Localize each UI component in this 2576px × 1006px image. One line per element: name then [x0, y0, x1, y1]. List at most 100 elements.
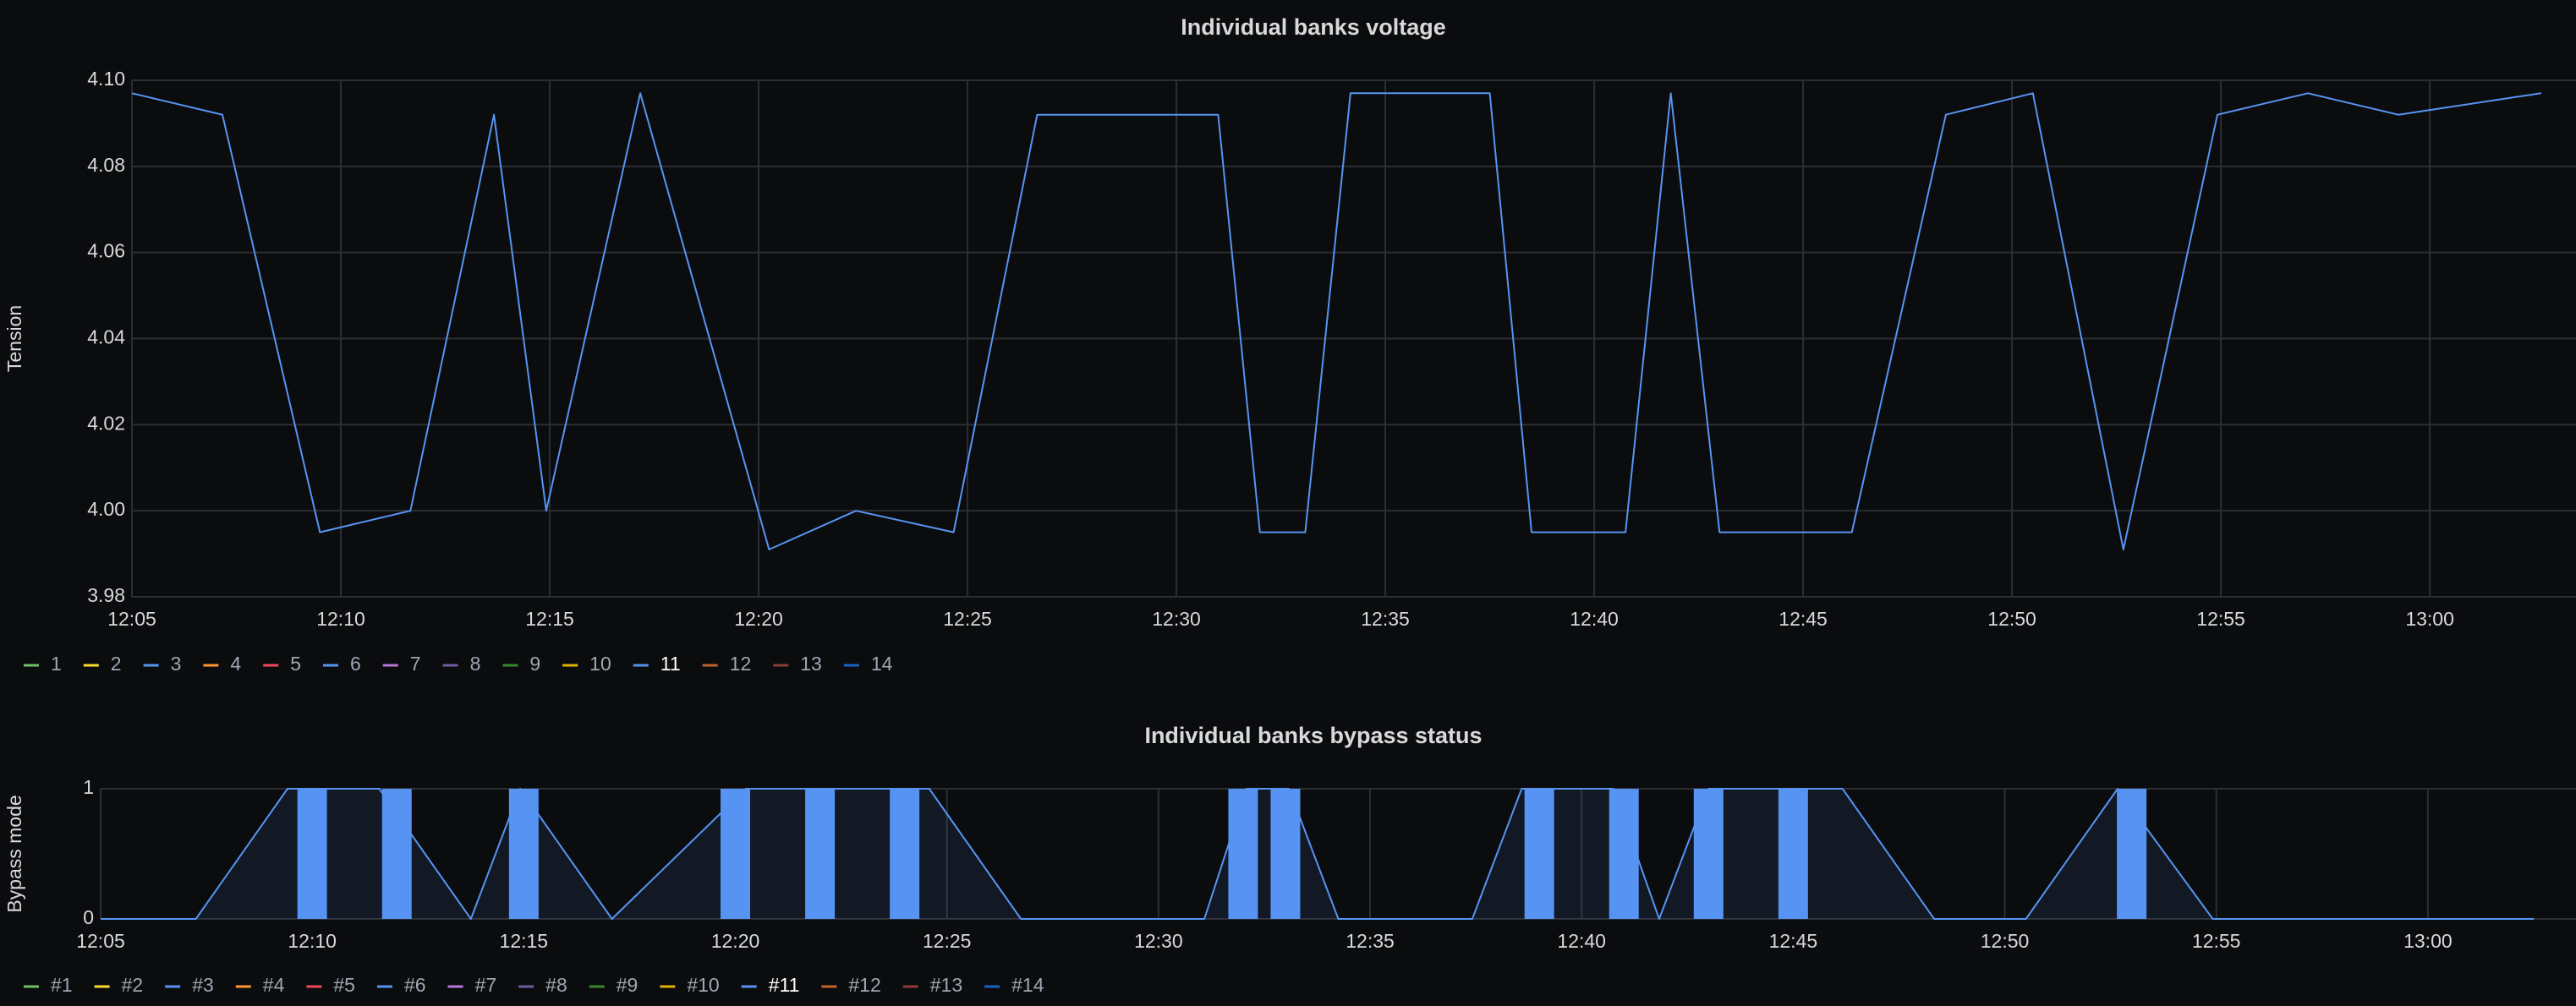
legend-item-4[interactable]: 4	[203, 653, 241, 675]
bypass-panel: Individual banks bypass status Bypass mod…	[3, 723, 2576, 996]
legend-item-1[interactable]: #1	[24, 974, 73, 996]
bypass-bar	[890, 789, 920, 919]
y-tick-label: 4.06	[87, 240, 125, 262]
y-tick-label: 4.00	[87, 498, 125, 520]
bypass-bar	[297, 789, 327, 919]
legend-item-6[interactable]: #6	[376, 974, 426, 996]
x-tick-label: 12:45	[1769, 930, 1818, 952]
legend-item-13[interactable]: 13	[773, 653, 822, 675]
legend-item-9[interactable]: 9	[502, 653, 540, 675]
legend-label: 10	[589, 653, 611, 675]
legend-item-6[interactable]: 6	[322, 653, 361, 675]
legend-item-12[interactable]: 12	[702, 653, 752, 675]
legend-item-4[interactable]: #4	[235, 974, 285, 996]
legend-label: 7	[410, 653, 421, 675]
legend-label: 3	[171, 653, 182, 675]
legend-label: #10	[687, 974, 719, 996]
legend-label: #8	[545, 974, 567, 996]
voltage-panel: Individual banks voltage Tension 4.10 4.08 4…	[3, 14, 2576, 675]
series-area-11	[101, 789, 2534, 919]
legend-label: #9	[617, 974, 639, 996]
y-tick-label: 4.02	[87, 412, 125, 434]
bypass-bar	[381, 789, 412, 919]
legend-item-10[interactable]: #10	[660, 974, 720, 996]
legend-label: 9	[529, 653, 540, 675]
legend-item-9[interactable]: #9	[589, 974, 639, 996]
y-tick-label: 0	[83, 906, 94, 928]
legend-label: 11	[660, 653, 681, 675]
x-tick-label: 13:00	[2405, 608, 2454, 630]
legend-label: #7	[475, 974, 497, 996]
legend-label: #14	[1011, 974, 1044, 996]
legend-label: #3	[192, 974, 214, 996]
x-tick-label: 12:20	[734, 608, 783, 630]
legend-item-14[interactable]: 14	[843, 653, 893, 675]
x-tick-label: 12:30	[1152, 608, 1201, 630]
legend-label: #12	[848, 974, 880, 996]
x-tick-label: 12:30	[1134, 930, 1183, 952]
legend-item-2[interactable]: #2	[94, 974, 144, 996]
x-tick-label: 12:40	[1570, 608, 1619, 630]
legend-label: 8	[470, 653, 481, 675]
legend-item-11[interactable]: #11	[741, 974, 800, 996]
x-tick-label: 12:55	[2196, 608, 2245, 630]
bypass-bar	[1609, 789, 1639, 919]
chart-title: Individual banks voltage	[1181, 14, 1446, 40]
x-tick-label: 12:05	[107, 608, 156, 630]
legend-item-3[interactable]: 3	[143, 653, 182, 675]
bypass-bar	[1693, 789, 1724, 919]
legend-label: #4	[263, 974, 285, 996]
x-tick-label: 12:55	[2192, 930, 2241, 952]
bypass-bar	[508, 789, 539, 919]
x-tick-label: 12:40	[1557, 930, 1606, 952]
legend-label: 1	[51, 653, 62, 675]
chart-title: Individual banks bypass status	[1144, 723, 1482, 748]
legend-label: 6	[350, 653, 361, 675]
bypass-bar	[1270, 789, 1301, 919]
legend-label: 14	[871, 653, 893, 675]
legend-item-14[interactable]: #14	[984, 974, 1044, 996]
y-tick-label: 1	[83, 776, 94, 798]
legend-label: 12	[730, 653, 752, 675]
legend-item-5[interactable]: 5	[263, 653, 301, 675]
x-tick-label: 12:10	[316, 608, 365, 630]
legend-item-12[interactable]: #12	[821, 974, 881, 996]
legend-item-5[interactable]: #5	[306, 974, 355, 996]
x-tick-label: 12:25	[923, 930, 972, 952]
bypass-bar	[1524, 789, 1554, 919]
legend-label: #13	[930, 974, 962, 996]
y-tick-label: 4.08	[87, 154, 125, 176]
bypass-bar	[2117, 789, 2147, 919]
series-line-11	[101, 788, 2534, 920]
y-axis-label: Bypass mode	[3, 795, 25, 912]
y-tick-label: 4.04	[87, 326, 125, 348]
legend-label: #6	[404, 974, 426, 996]
bypass-bar	[721, 789, 751, 919]
x-tick-label: 12:25	[943, 608, 992, 630]
legend-item-3[interactable]: #3	[165, 974, 214, 996]
y-tick-label: 3.98	[87, 584, 125, 606]
legend-label: #2	[122, 974, 144, 996]
legend-label: 4	[230, 653, 241, 675]
x-tick-label: 12:15	[500, 930, 549, 952]
legend-item-2[interactable]: 2	[83, 653, 122, 675]
legend-label: 5	[290, 653, 301, 675]
series-line-11	[131, 92, 2541, 550]
legend-item-13[interactable]: #13	[902, 974, 962, 996]
x-tick-label: 12:15	[525, 608, 574, 630]
bypass-bar	[1778, 789, 1808, 919]
legend-item-10[interactable]: 10	[562, 653, 611, 675]
legend-label: #11	[769, 974, 800, 996]
bypass-bar	[805, 789, 836, 919]
legend-item-8[interactable]: 8	[442, 653, 481, 675]
legend-item-7[interactable]: 7	[382, 653, 421, 675]
legend-item-7[interactable]: #7	[447, 974, 497, 996]
legend-item-11[interactable]: 11	[633, 653, 681, 675]
x-tick-label: 12:50	[1987, 608, 2036, 630]
legend-item-1[interactable]: 1	[24, 653, 62, 675]
x-tick-label: 12:10	[288, 930, 337, 952]
legend-item-8[interactable]: #8	[518, 974, 567, 996]
x-tick-label: 12:45	[1779, 608, 1828, 630]
